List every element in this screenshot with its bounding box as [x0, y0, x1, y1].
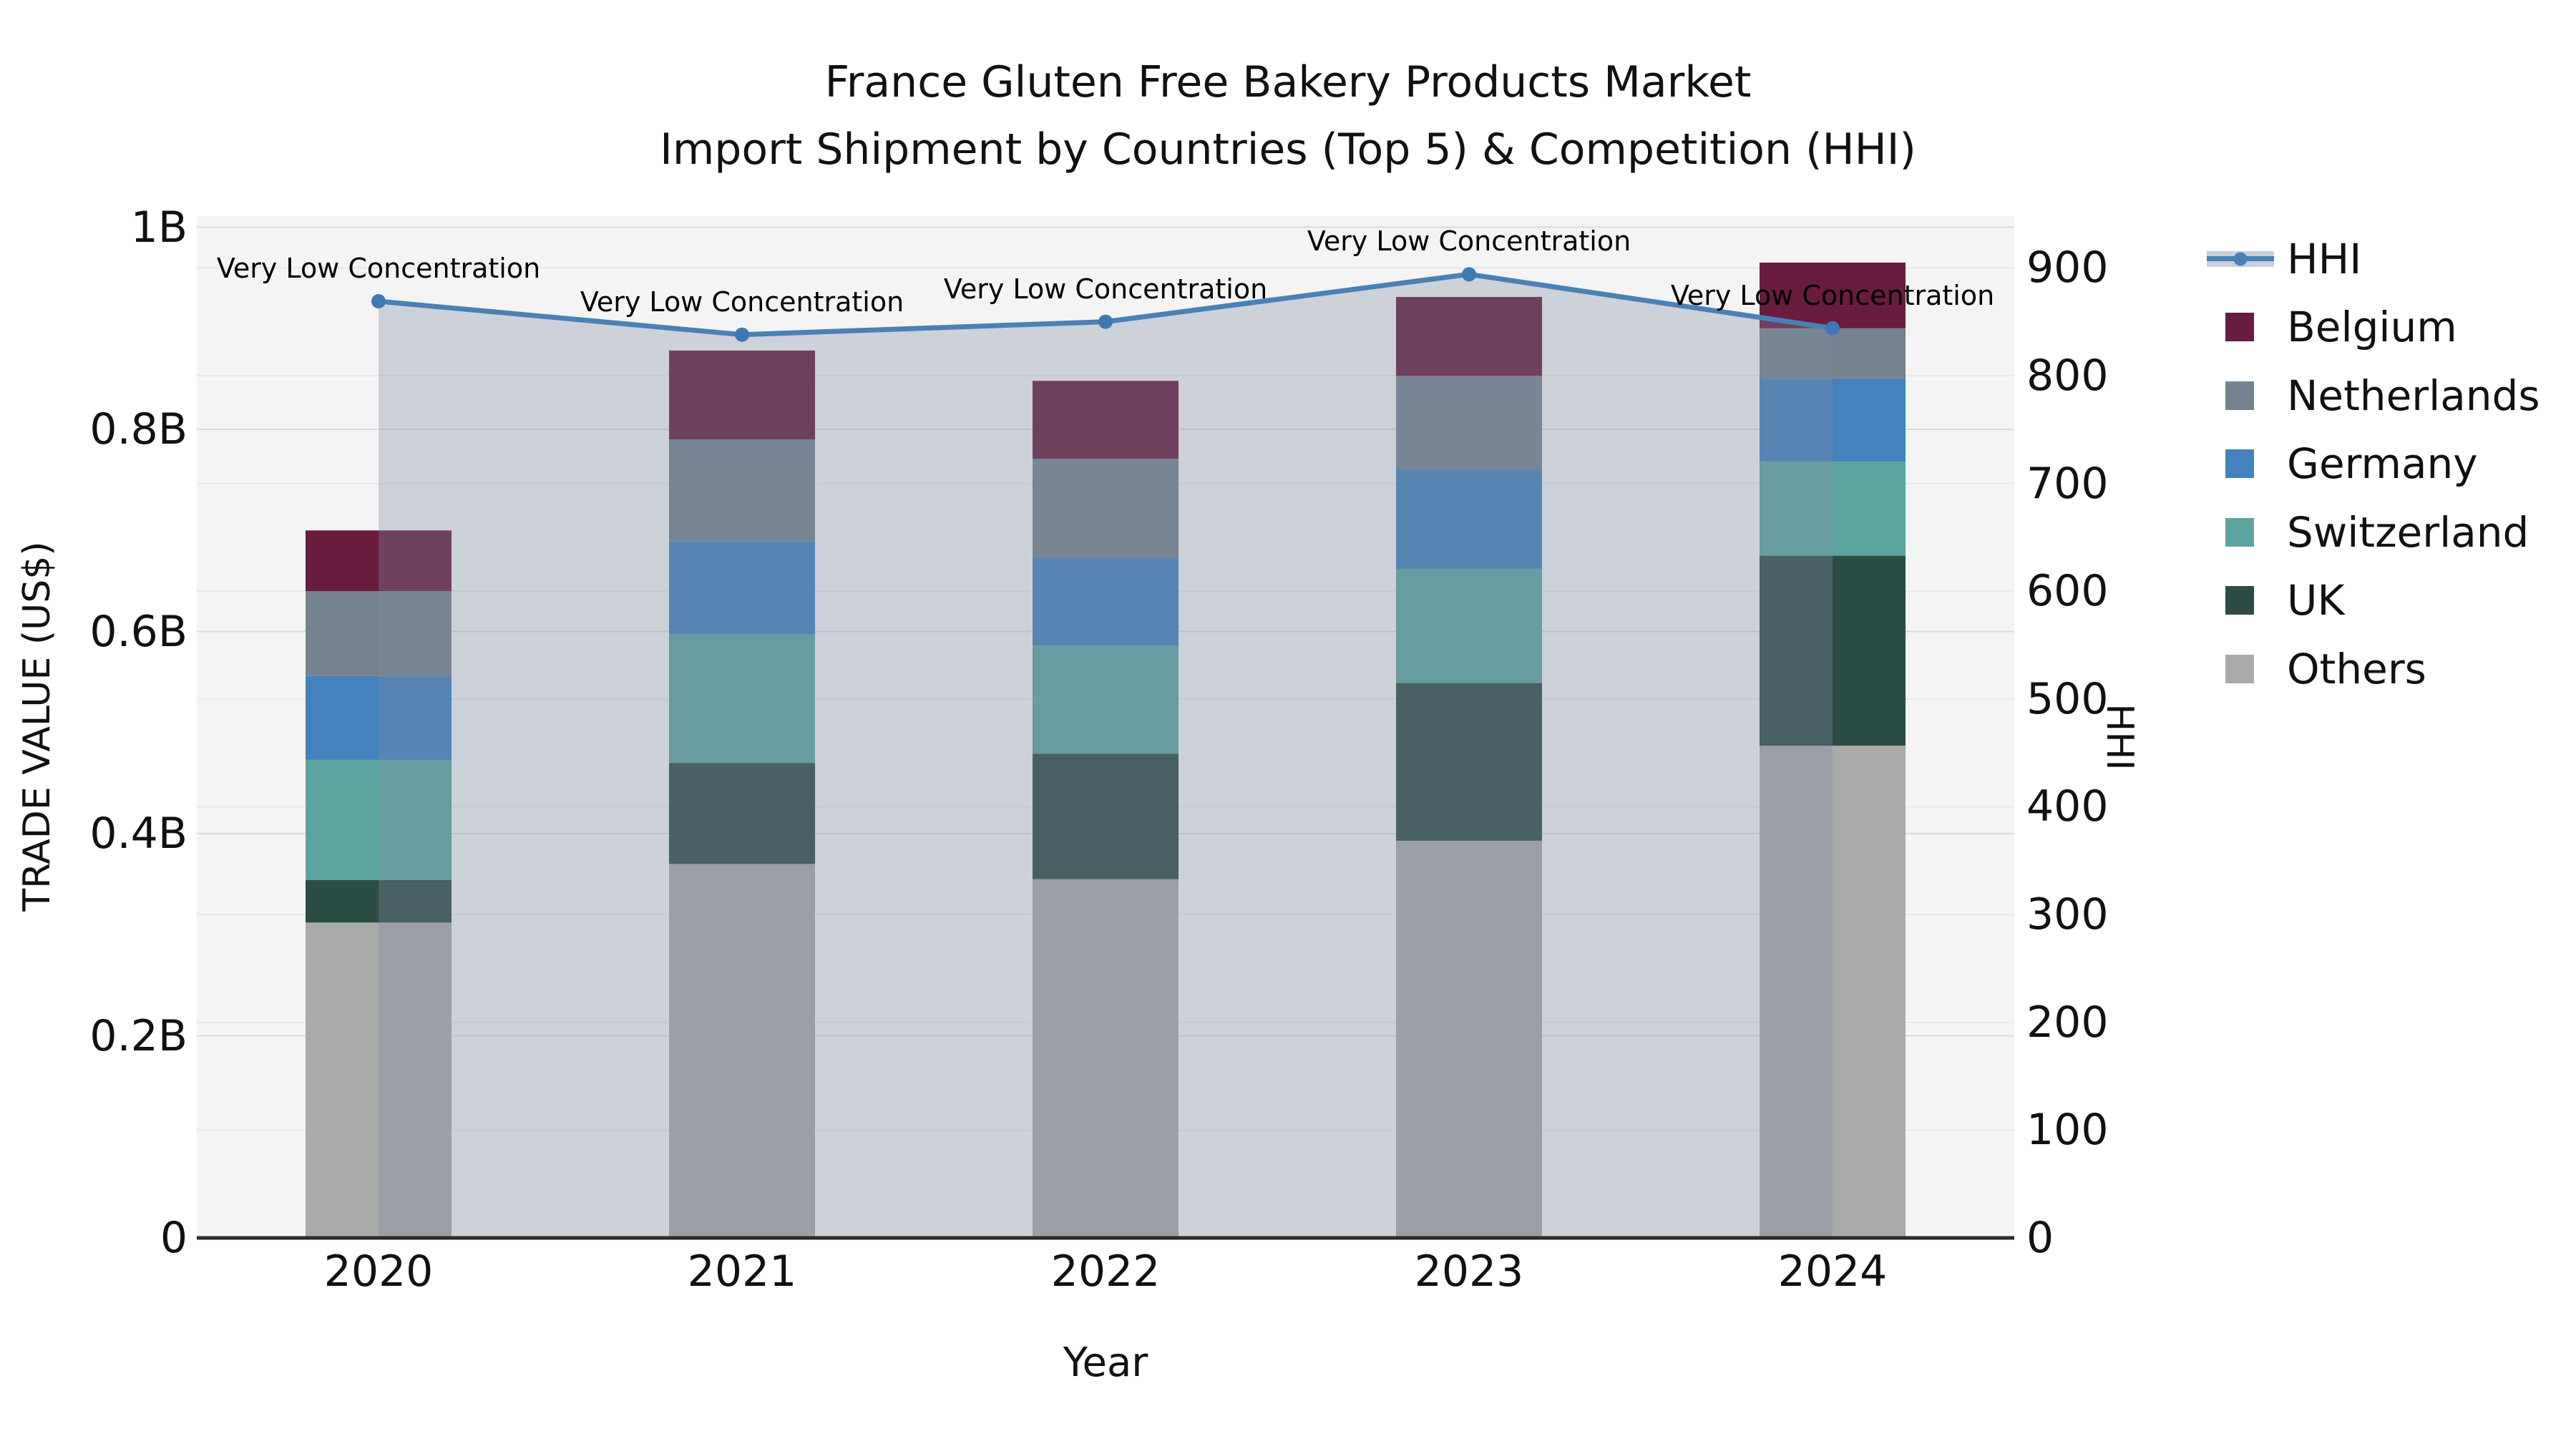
hhi-marker-2022[interactable] [1098, 314, 1113, 329]
legend: HHI Belgium Netherlands Germany Switzerland U… [2207, 225, 2540, 703]
legend-icon-slot [2207, 250, 2287, 267]
legend-swatch-netherlands [2225, 381, 2254, 410]
bar-segment-2024-belgium[interactable] [1760, 262, 1906, 328]
annotation-very-low-concentration-2020: Very Low Concentration [216, 253, 541, 284]
legend-item-switzerland[interactable]: Switzerland [2207, 498, 2540, 567]
legend-item-uk[interactable]: UK [2207, 567, 2540, 635]
bar-segment-2022-belgium[interactable] [1033, 381, 1179, 459]
y-tick-right-200: 200 [2026, 997, 2109, 1048]
y-tick-left-0.8B: 0.8B [89, 404, 187, 455]
bar-segment-2021-germany[interactable] [669, 541, 815, 635]
legend-label-belgium: Belgium [2287, 303, 2457, 352]
legend-item-belgium[interactable]: Belgium [2207, 293, 2540, 362]
annotation-very-low-concentration-2021: Very Low Concentration [580, 286, 904, 318]
legend-icon-slot [2207, 449, 2287, 479]
legend-label-uk: UK [2287, 576, 2345, 625]
chart-subtitle: Import Shipment by Countries (Top 5) & C… [660, 125, 1916, 175]
bar-segment-2021-uk[interactable] [669, 763, 815, 864]
hhi-line-legend-icon [2207, 250, 2274, 267]
y-tick-right-900: 900 [2026, 243, 2109, 293]
bar-segment-2020-netherlands[interactable] [306, 591, 452, 676]
annotation-very-low-concentration-2023: Very Low Concentration [1307, 225, 1631, 258]
y-tick-right-800: 800 [2026, 350, 2109, 401]
legend-label-others: Others [2287, 644, 2426, 693]
x-tick-2023: 2023 [1414, 1246, 1524, 1297]
bar-segment-2023-uk[interactable] [1396, 683, 1542, 841]
legend-icon-slot [2207, 313, 2287, 342]
y-tick-left-0.2B: 0.2B [89, 1010, 187, 1061]
x-tick-2021: 2021 [687, 1246, 797, 1297]
bar-segment-2020-germany[interactable] [306, 675, 452, 760]
hhi-marker-2024[interactable] [1825, 321, 1840, 336]
legend-label-netherlands: Netherlands [2287, 371, 2540, 420]
legend-label-switzerland: Switzerland [2287, 507, 2529, 557]
y-tick-left-1B: 1B [130, 202, 187, 253]
bar-segment-2021-netherlands[interactable] [669, 439, 815, 542]
bar-segment-2022-netherlands[interactable] [1033, 458, 1179, 558]
bar-segment-2021-others[interactable] [669, 864, 815, 1238]
bar-segment-2020-switzerland[interactable] [306, 759, 452, 880]
legend-item-hhi[interactable]: HHI [2207, 225, 2540, 293]
bar-segment-2023-others[interactable] [1396, 840, 1542, 1238]
hhi-marker-2020[interactable] [371, 294, 386, 308]
legend-swatch-belgium [2225, 313, 2254, 342]
legend-swatch-uk [2225, 586, 2254, 615]
legend-item-others[interactable]: Others [2207, 635, 2540, 703]
legend-icon-slot [2207, 381, 2287, 410]
y-tick-right-700: 700 [2026, 458, 2109, 509]
legend-swatch-germany [2225, 449, 2254, 479]
y-tick-right-600: 600 [2026, 566, 2109, 617]
bar-segment-2020-belgium[interactable] [306, 530, 452, 592]
x-tick-2024: 2024 [1777, 1246, 1888, 1297]
y-tick-right-400: 400 [2026, 781, 2109, 832]
x-axis-title: Year [1063, 1340, 1148, 1386]
hhi-marker-2023[interactable] [1462, 267, 1476, 282]
annotation-very-low-concentration-2024: Very Low Concentration [1670, 279, 1995, 311]
y-tick-left-0.4B: 0.4B [89, 809, 187, 859]
y-tick-left-0.6B: 0.6B [89, 606, 187, 657]
x-tick-2022: 2022 [1050, 1246, 1161, 1297]
y-tick-right-300: 300 [2026, 889, 2109, 940]
bar-segment-2024-uk[interactable] [1760, 555, 1906, 746]
legend-label-hhi: HHI [2287, 234, 2362, 283]
hhi-marker-2021[interactable] [735, 327, 749, 342]
y-axis-title-right: HHI [2098, 703, 2141, 771]
hhi-area-fill [379, 274, 1833, 1238]
legend-swatch-others [2225, 654, 2254, 683]
bar-segment-2024-netherlands[interactable] [1760, 328, 1906, 379]
bar-segment-2022-uk[interactable] [1033, 753, 1179, 879]
bar-segment-2022-switzerland[interactable] [1033, 645, 1179, 754]
y-tick-left-0: 0 [160, 1213, 187, 1263]
legend-item-netherlands[interactable]: Netherlands [2207, 361, 2540, 430]
bar-segment-2020-others[interactable] [306, 922, 452, 1238]
x-tick-2020: 2020 [323, 1246, 434, 1297]
y-tick-right-500: 500 [2026, 673, 2109, 724]
annotation-very-low-concentration-2022: Very Low Concentration [943, 273, 1268, 305]
legend-icon-slot [2207, 586, 2287, 615]
legend-item-germany[interactable]: Germany [2207, 430, 2540, 499]
legend-swatch-switzerland [2225, 517, 2254, 547]
bar-segment-2024-switzerland[interactable] [1760, 462, 1906, 556]
y-axis-title-left: TRADE VALUE (US$) [16, 541, 59, 912]
legend-label-germany: Germany [2287, 439, 2478, 489]
bar-segment-2023-germany[interactable] [1396, 469, 1542, 569]
bar-segment-2020-uk[interactable] [306, 879, 452, 923]
bar-segment-2023-netherlands[interactable] [1396, 376, 1542, 470]
legend-icon-slot [2207, 654, 2287, 683]
bar-segment-2022-others[interactable] [1033, 879, 1179, 1238]
y-tick-right-0: 0 [2026, 1213, 2054, 1263]
legend-icon-slot [2207, 517, 2287, 547]
bar-segment-2021-switzerland[interactable] [669, 634, 815, 763]
bar-segment-2022-germany[interactable] [1033, 557, 1179, 646]
chart-title: France Gluten Free Bakery Products Marke… [824, 57, 1752, 107]
bar-segment-2023-switzerland[interactable] [1396, 568, 1542, 683]
bar-segment-2024-germany[interactable] [1760, 379, 1906, 462]
bar-segment-2021-belgium[interactable] [669, 350, 815, 440]
y-tick-right-100: 100 [2026, 1105, 2109, 1156]
bar-segment-2024-others[interactable] [1760, 746, 1906, 1238]
hhi-marker-glyph [2233, 252, 2248, 266]
bar-segment-2023-belgium[interactable] [1396, 296, 1542, 376]
